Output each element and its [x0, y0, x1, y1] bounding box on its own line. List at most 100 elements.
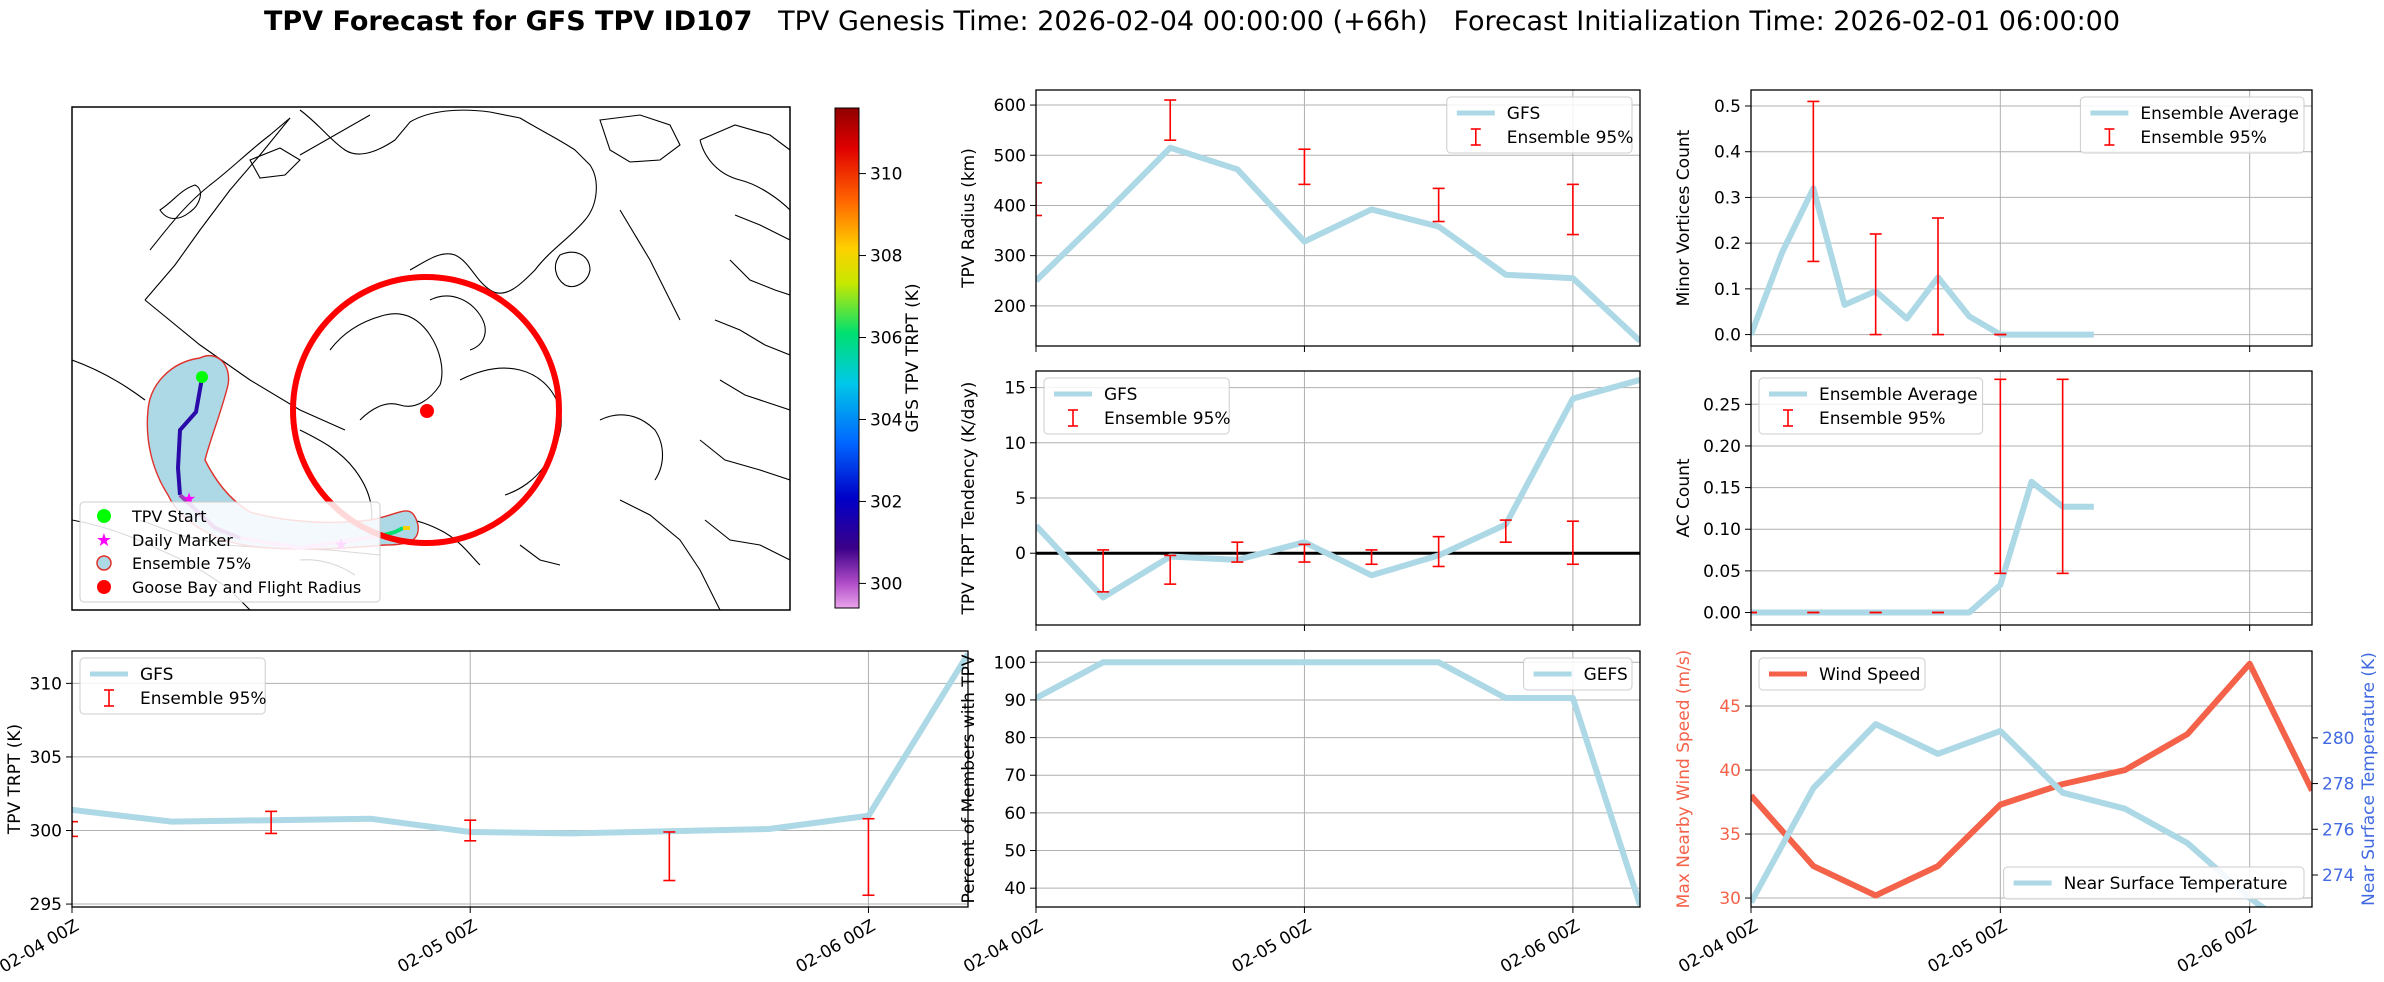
error-bar [1298, 543, 1311, 563]
axes-frame [1035, 370, 1641, 626]
error-bar [1566, 520, 1579, 566]
x-tick-label: 02-06 00Z [793, 916, 879, 977]
y-tick-label: 40 [1004, 879, 1026, 899]
y-tick-label: 90 [1004, 691, 1026, 711]
flight-radius-circle [290, 274, 562, 546]
legend-label: Ensemble 95% [1507, 128, 1634, 148]
error-bar [1036, 182, 1042, 217]
x-tick-label: 02-05 00Z [394, 916, 480, 977]
y-tick-label: 70 [1004, 766, 1026, 786]
y-tick-label: 100 [994, 653, 1026, 673]
legend-label: Ensemble Average [1819, 385, 1978, 405]
axes-frame [1035, 89, 1641, 347]
error-bar [464, 819, 477, 842]
y-tick-label: 0.15 [1703, 479, 1741, 499]
x-tick-label: 02-06 00Z [2174, 916, 2260, 977]
y-axis-label: AC Count [1674, 458, 1694, 537]
y-tick-label: 300 [994, 247, 1026, 267]
legend-start-label: TPV Start [131, 507, 207, 526]
legend-label: GEFS [1584, 665, 1628, 685]
y-axis-label: TPV TRPT (K) [5, 724, 25, 835]
y-tick-label: 0.05 [1703, 562, 1741, 582]
series-line-ensemble-average [1751, 185, 2094, 338]
error-bar [1164, 554, 1177, 585]
colorbar-tick-label: 306 [870, 329, 902, 349]
error-bar [1365, 549, 1378, 566]
figure-title-bold: TPV Forecast for GFS TPV ID107 [263, 6, 753, 37]
y2-axis-label: Near Surface Temperature (K) [2359, 652, 2379, 906]
x-tick-label: 02-04 00Z [960, 916, 1046, 977]
error-bar [1994, 378, 2007, 575]
y-tick-label: 0.0 [1714, 326, 1741, 346]
series-line-gfs [72, 652, 968, 837]
y-tick-label: 30 [1719, 889, 1741, 909]
legend-start-icon [97, 509, 111, 523]
legend-label: Ensemble 95% [1104, 409, 1231, 429]
y-axis-label: TPV TRPT Tendency (K/day) [959, 382, 979, 616]
legend-daily-icon: ★ [96, 530, 112, 551]
y2-tick-label: 276 [2322, 820, 2354, 840]
legend-label: Wind Speed [1819, 665, 1920, 685]
y-axis-label: Max Nearby Wind Speed (m/s) [1674, 650, 1694, 909]
chart-wind: 30 35 40 45 02-04 00Z 02-05 00Z 02-06 00Z Max N… [1674, 650, 2379, 978]
y-tick-label: 0.1 [1714, 280, 1741, 300]
map-panel: ★ ★ ★ TPV Start Daily Marker Ensemble 75… [71, 106, 791, 611]
y-tick-label: 0.20 [1703, 437, 1741, 457]
legend-label: GFS [1507, 104, 1540, 124]
figure-title: TPV Forecast for GFS TPV ID107 TPV Genes… [0, 6, 2384, 37]
y-tick-label: 200 [994, 297, 1026, 317]
y-tick-label: 500 [994, 146, 1026, 166]
y2-tick-label: 274 [2322, 866, 2354, 886]
y-tick-label: 35 [1719, 825, 1741, 845]
y-tick-label: 0.00 [1703, 604, 1741, 624]
legend: Near Surface Temperature [2003, 866, 2305, 900]
y-tick-label: 80 [1004, 729, 1026, 749]
y-tick-label: 50 [1004, 842, 1026, 862]
colorbar-tick-label: 302 [870, 492, 902, 512]
legend-label: GFS [1104, 385, 1137, 405]
legend-label: Ensemble 95% [140, 689, 267, 709]
y-tick-label: 305 [30, 748, 62, 768]
y-tick-label: 295 [30, 895, 62, 915]
chart-minor: 0.0 0.1 0.2 0.3 0.4 0.5 Minor Vortices Count En… [1674, 89, 2313, 352]
chart-ac: 0.00 0.05 0.10 0.15 0.20 0.25 AC Count Ensemble… [1674, 370, 2313, 631]
legend-daily-label: Daily Marker [132, 531, 233, 550]
colorbar-tick-label: 308 [870, 247, 902, 267]
x-tick-label: 02-06 00Z [1497, 916, 1583, 977]
error-bar [1432, 535, 1445, 568]
legend-label: Ensemble 95% [2140, 128, 2267, 148]
legend-label: Ensemble 95% [1819, 409, 1946, 429]
axes-frame [71, 650, 969, 908]
legend: Wind Speed [1758, 657, 1926, 691]
series-line-gfs [1036, 144, 1640, 344]
y-tick-label: 60 [1004, 804, 1026, 824]
series-line-wind-speed [1751, 660, 2312, 899]
ensemble-75-region [146, 355, 419, 550]
error-bar [1298, 148, 1311, 186]
y-tick-label: 15 [1004, 379, 1026, 399]
genesis-time: TPV Genesis Time: 2026-02-04 00:00:00 (+… [778, 6, 1428, 37]
error-bar [1869, 233, 1882, 336]
series-line-gefs [1036, 659, 1640, 907]
axes-frame [1750, 89, 2313, 347]
error-bar [663, 831, 676, 882]
error-bar [1432, 187, 1445, 223]
y-tick-label: 310 [30, 674, 62, 694]
chart-trpt: 295 300 305 310 02-04 00Z 02-05 00Z 02-06 00Z T… [0, 650, 969, 977]
tpv-start-marker [196, 371, 208, 383]
y-tick-label: 0.10 [1703, 520, 1741, 540]
legend-goose-icon [97, 580, 111, 594]
error-bar [1807, 100, 1820, 263]
legend: GFS Ensemble 95% [1446, 96, 1634, 154]
legend-ensemble-label: Ensemble 75% [132, 554, 251, 573]
y-axis-label: TPV Radius (km) [959, 148, 979, 289]
error-bar [862, 817, 875, 897]
x-tick-label: 02-04 00Z [1675, 916, 1761, 977]
x-tick-label: 02-05 00Z [1229, 916, 1315, 977]
y-tick-label: 0.2 [1714, 234, 1741, 254]
y-tick-label: 10 [1004, 434, 1026, 454]
y-tick-label: 0.25 [1703, 395, 1741, 415]
y-tick-label: 400 [994, 196, 1026, 216]
legend-label: Near Surface Temperature [2064, 874, 2288, 894]
y-axis-label: Minor Vortices Count [1674, 129, 1694, 306]
